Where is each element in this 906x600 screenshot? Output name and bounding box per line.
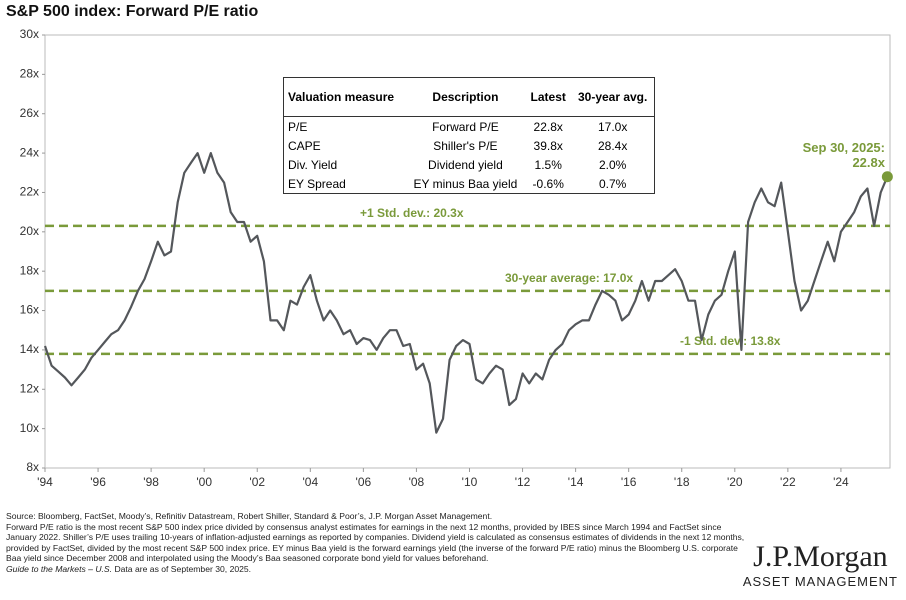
x-tick-label: '16	[621, 475, 637, 489]
footnotes: Source: Bloomberg, FactSet, Moody’s, Ref…	[6, 511, 751, 575]
table-cell: 17.0x	[597, 119, 628, 134]
logo-name: J.P.Morgan	[753, 540, 888, 573]
y-tick-label: 20x	[20, 224, 39, 238]
x-tick-label: '02	[249, 475, 265, 489]
last-point-label: 22.8x	[852, 155, 885, 170]
x-tick-label: '94	[37, 475, 53, 489]
table-cell: P/E	[288, 119, 308, 134]
table-row: EY Spread EY minus Baa yield -0.6% 0.7%	[284, 174, 655, 194]
table-cell: CAPE	[288, 138, 321, 153]
date-note: Guide to the Markets – U.S. Data are as …	[6, 564, 751, 575]
chart-title: S&P 500 index: Forward P/E ratio	[6, 3, 258, 20]
logo-tagline: ASSET MANAGEMENT	[742, 574, 898, 589]
table-header: Latest	[525, 77, 572, 117]
table-cell: EY minus Baa yield	[413, 176, 518, 191]
y-tick-label: 12x	[20, 381, 39, 395]
y-tick-label: 22x	[20, 185, 39, 199]
footnote: Source: Bloomberg, FactSet, Moody’s, Ref…	[6, 511, 493, 521]
last-point-label: Sep 30, 2025:	[803, 140, 885, 155]
y-tick-label: 30x	[20, 27, 39, 41]
table-header: Valuation measure	[283, 77, 406, 117]
x-tick-label: '98	[143, 475, 159, 489]
table-cell: Dividend yield	[428, 157, 503, 172]
reference-label: +1 Std. dev.: 20.3x	[360, 206, 464, 220]
table-cell: 39.8x	[533, 138, 563, 153]
table-header: 30-year avg.	[571, 77, 655, 117]
table-cell: 2.0%	[598, 157, 627, 172]
table-cell: -0.6%	[532, 176, 564, 191]
y-tick-label: 8x	[26, 460, 39, 474]
y-tick-label: 10x	[20, 421, 39, 435]
y-tick-label: 28x	[20, 67, 39, 81]
x-tick-label: '06	[356, 475, 372, 489]
x-tick-label: '18	[674, 475, 690, 489]
table-cell: 22.8x	[533, 119, 563, 134]
y-tick-label: 24x	[20, 145, 39, 159]
table-cell: Forward P/E	[432, 119, 499, 134]
valuation-table: Valuation measure Description Latest 30-yea…	[283, 77, 655, 194]
reference-label: -1 Std. dev.: 13.8x	[680, 334, 781, 348]
reference-label: 30-year average: 17.0x	[505, 271, 633, 285]
x-tick-label: '00	[196, 475, 212, 489]
table-cell: EY Spread	[288, 176, 346, 191]
table-cell: 1.5%	[534, 157, 562, 172]
table-cell: 28.4x	[597, 138, 628, 153]
x-tick-label: '24	[833, 475, 849, 489]
y-tick-label: 16x	[20, 303, 39, 317]
table-cell: 0.7%	[598, 176, 627, 191]
last-point	[881, 171, 893, 183]
x-tick-label: '10	[462, 475, 478, 489]
guide-name: Guide to the Markets – U.S.	[6, 563, 113, 574]
y-tick-label: 18x	[20, 263, 39, 277]
x-tick-label: '04	[302, 475, 318, 489]
data-date: Data are as of September 30, 2025.	[114, 563, 252, 574]
x-tick-label: '96	[90, 475, 106, 489]
logo: J.P.Morgan ASSET MANAGEMENT	[743, 540, 898, 589]
x-tick-label: '08	[409, 475, 425, 489]
pe-line	[43, 152, 889, 434]
x-tick-label: '22	[780, 475, 796, 489]
table-row: Div. Yield Dividend yield 1.5% 2.0%	[284, 155, 655, 174]
y-tick-label: 14x	[20, 342, 39, 356]
table-row: CAPE Shiller's P/E 39.8x 28.4x	[284, 136, 655, 155]
table-row: P/E Forward P/E 22.8x 17.0x	[284, 117, 655, 137]
footnote: Forward P/E ratio is the most recent S&P…	[6, 521, 745, 564]
x-tick-label: '14	[568, 475, 584, 489]
table-cell: Shiller's P/E	[433, 138, 498, 153]
plot-frame	[44, 34, 891, 469]
chart: S&P 500 index: Forward P/E ratio 8x 10x 12…	[6, 3, 893, 489]
table-cell: Div. Yield	[288, 157, 338, 172]
table-header: Description	[405, 77, 526, 117]
y-tick-label: 26x	[20, 106, 39, 120]
x-tick-label: '20	[727, 475, 743, 489]
x-tick-label: '12	[515, 475, 531, 489]
